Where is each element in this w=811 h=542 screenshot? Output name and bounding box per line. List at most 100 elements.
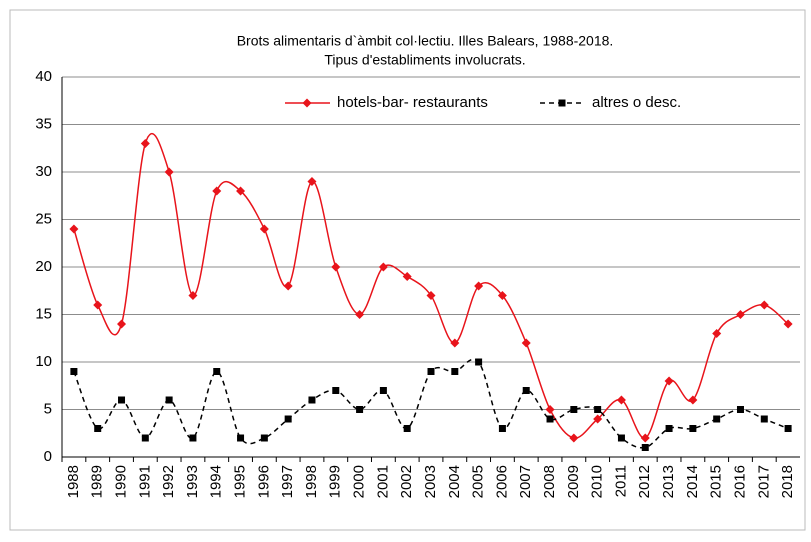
data-point: [665, 425, 673, 432]
data-point: [427, 368, 435, 375]
x-tick-label: 1992: [160, 465, 177, 498]
x-tick-label: 2004: [446, 465, 463, 498]
x-tick-label: 1998: [303, 465, 320, 498]
data-point: [784, 425, 792, 432]
data-point: [569, 433, 579, 443]
data-point: [189, 434, 197, 442]
x-tick-label: 2017: [755, 465, 772, 498]
y-tick-label: 5: [44, 400, 52, 417]
legend-marker: [558, 99, 566, 107]
data-point: [141, 434, 149, 442]
data-point: [450, 338, 460, 348]
y-tick-label: 40: [35, 68, 52, 85]
x-tick-label: 1990: [112, 465, 129, 498]
data-point: [118, 396, 126, 404]
data-point: [284, 415, 292, 423]
x-tick-label: 1997: [279, 465, 296, 498]
x-tick-label: 2006: [493, 465, 510, 498]
x-tick-label: 2005: [470, 465, 487, 498]
data-point: [689, 425, 697, 432]
legend-label: altres o desc.: [592, 94, 681, 111]
x-tick-label: 2009: [565, 465, 582, 498]
data-point: [475, 358, 483, 366]
y-tick-label: 0: [44, 448, 52, 465]
legend-marker: [302, 98, 312, 108]
data-point: [545, 405, 555, 414]
x-tick-label: 1989: [89, 465, 106, 498]
data-point: [356, 406, 364, 413]
y-tick-label: 20: [35, 258, 52, 275]
data-point: [69, 224, 79, 234]
data-point: [188, 291, 198, 300]
x-tick-label: 2013: [660, 465, 677, 498]
x-tick-label: 1996: [255, 465, 272, 498]
chart-title: Brots alimentaris d`àmbit col·lectiu. Il…: [237, 33, 614, 49]
chart-title: Tipus d'establiments involucrats.: [324, 52, 525, 68]
data-point: [237, 434, 245, 442]
y-tick-label: 15: [35, 305, 52, 322]
data-point: [594, 406, 602, 413]
data-point: [712, 329, 722, 338]
data-point: [760, 415, 768, 423]
data-point: [641, 444, 649, 451]
chart-frame: [9, 9, 806, 531]
x-tick-label: 1991: [136, 465, 153, 498]
data-point: [213, 368, 221, 375]
data-point: [783, 319, 793, 329]
data-point: [70, 368, 78, 375]
data-point: [474, 281, 484, 291]
x-tick-label: 2003: [422, 465, 439, 498]
x-tick-label: 2018: [779, 465, 796, 498]
x-tick-label: 2015: [708, 465, 725, 498]
data-point: [736, 406, 744, 413]
data-point: [713, 415, 721, 423]
data-point: [378, 262, 388, 272]
data-point: [735, 310, 745, 319]
x-tick-label: 2010: [589, 465, 606, 498]
x-tick-label: 2002: [398, 465, 415, 498]
y-tick-label: 10: [35, 353, 52, 370]
data-point: [403, 425, 411, 432]
data-point: [283, 281, 293, 291]
data-point: [236, 186, 246, 196]
x-tick-label: 1995: [232, 465, 249, 498]
data-point: [640, 433, 650, 443]
x-tick-label: 2012: [636, 465, 653, 498]
x-tick-label: 2001: [374, 465, 391, 498]
x-tick-label: 2000: [351, 465, 368, 498]
data-point: [308, 396, 316, 404]
data-point: [332, 387, 340, 394]
y-tick-label: 35: [35, 115, 52, 132]
y-tick-label: 25: [35, 210, 52, 227]
data-point: [451, 368, 459, 375]
x-tick-label: 2007: [517, 465, 534, 498]
data-point: [616, 395, 626, 405]
data-point: [307, 177, 317, 186]
data-point: [212, 186, 222, 196]
x-tick-label: 1993: [184, 465, 201, 498]
x-tick-label: 2011: [612, 465, 629, 497]
legend-label: hotels-bar- restaurants: [337, 94, 488, 111]
x-tick-label: 1999: [327, 465, 344, 498]
data-point: [593, 414, 603, 424]
data-point: [93, 300, 103, 310]
data-point: [94, 425, 102, 432]
data-point: [259, 224, 269, 234]
data-point: [570, 406, 578, 413]
data-point: [688, 395, 698, 405]
data-point: [521, 338, 531, 348]
data-point: [260, 434, 268, 442]
data-point: [165, 396, 173, 404]
data-point: [664, 376, 674, 386]
data-point: [140, 139, 150, 148]
data-point: [355, 310, 365, 319]
data-point: [402, 272, 412, 281]
data-point: [331, 262, 341, 272]
data-point: [497, 291, 507, 300]
x-tick-label: 2016: [731, 465, 748, 498]
x-tick-label: 2014: [684, 465, 701, 498]
data-point: [117, 319, 127, 329]
data-point: [546, 415, 554, 423]
data-point: [426, 291, 436, 300]
